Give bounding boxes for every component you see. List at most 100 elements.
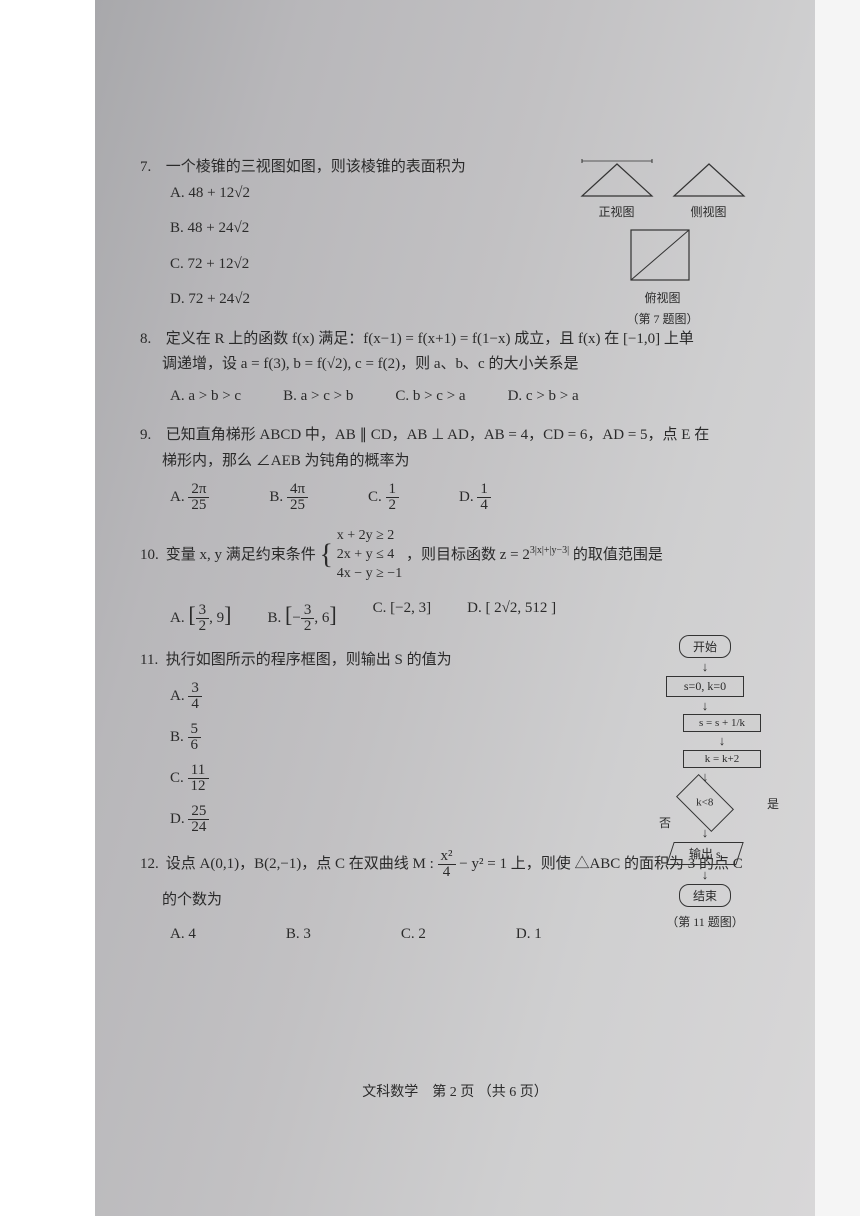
q11-stem: 执行如图所示的程序框图，则输出 S 的值为	[166, 652, 452, 668]
q11-d-n: 25	[188, 804, 209, 820]
q9-a-label: A.	[170, 489, 185, 505]
q11-d-label: D.	[170, 811, 185, 827]
q12-option-a: A. 4	[170, 922, 196, 948]
q11-number: 11.	[140, 648, 162, 674]
arrow-down-icon: ↓	[635, 869, 775, 881]
q8-option-a: A. a > b > c	[170, 384, 241, 410]
q8-stem2: 调递增，设 a = f(3), b = f(√2), c = f(2)，则 a、…	[140, 352, 775, 378]
q9-option-d: D. 14	[459, 482, 491, 513]
q10-option-d: D. [ 2√2, 512 ]	[467, 596, 556, 634]
q10-sys1: x + 2y ≥ 2	[337, 528, 395, 543]
q10-a-label: A.	[170, 610, 185, 626]
flow-cond-text: k<8	[696, 797, 713, 809]
q10-sys3: 4x − y ≥ −1	[337, 566, 402, 581]
flow-end: 结束	[679, 884, 731, 907]
q9-option-b: B. 4π25	[269, 482, 308, 513]
q9-b-label: B.	[269, 489, 283, 505]
q10-option-b: B. [−32, 6]	[268, 596, 337, 634]
q10-a-ld: 2	[196, 619, 210, 634]
q10-b-label: B.	[268, 610, 282, 626]
q8-option-b: B. a > c > b	[283, 384, 353, 410]
flow-output: 输出 s	[666, 842, 743, 865]
flow-start: 开始	[679, 635, 731, 658]
question-10: 10. 变量 x, y 满足约束条件 { x + 2y ≥ 2 2x + y ≤…	[140, 527, 775, 634]
q10-b-ln: 3	[301, 603, 315, 619]
arrow-down-icon: ↓	[683, 735, 761, 747]
q10-system: x + 2y ≥ 2 2x + y ≤ 4 4x − y ≥ −1	[337, 527, 402, 584]
q9-c-num: 1	[386, 482, 400, 498]
q9-number: 9.	[140, 423, 162, 449]
q9-d-label: D.	[459, 489, 474, 505]
q8-stem1: 定义在 R 上的函数 f(x) 满足：f(x−1) = f(x+1) = f(1…	[166, 331, 694, 347]
flow-init: s=0, k=0	[666, 676, 744, 697]
page-footer: 文科数学 第 2 页 （共 6 页）	[95, 1081, 815, 1101]
flow-update: s = s + 1/k	[683, 714, 761, 732]
arrow-down-icon: ↓	[635, 700, 775, 712]
q9-option-a: A. 2π25	[170, 482, 209, 513]
q11-a-d: 4	[188, 697, 202, 712]
q9-option-c: C. 12	[368, 482, 399, 513]
q7-figure-caption: （第 7 题图）	[565, 310, 760, 327]
flow-out-text: 输出 s	[689, 845, 721, 862]
q9-c-label: C.	[368, 489, 382, 505]
q10-exponent: 3|x|+|y−3|	[530, 545, 569, 556]
top-view-label: 俯视图	[565, 289, 760, 306]
flow-step: k = k+2	[683, 750, 761, 768]
triangle-front-icon	[578, 158, 656, 200]
q10-stem-pre: 变量 x, y 满足约束条件	[166, 547, 316, 563]
q11-b-n: 5	[188, 722, 202, 738]
q10-number: 10.	[140, 543, 162, 569]
brace-icon: {	[320, 540, 333, 571]
q11-b-label: B.	[170, 729, 184, 745]
q10-stem-post: ，则目标函数 z = 2	[406, 547, 530, 563]
q9-stem1: 已知直角梯形 ABCD 中，AB ∥ CD，AB ⊥ AD，AB = 4，CD …	[166, 427, 709, 443]
q9-b-den: 25	[287, 498, 308, 513]
q12-option-c: C. 2	[401, 922, 426, 948]
arrow-down-icon: ↓	[635, 827, 775, 839]
side-view-label: 侧视图	[670, 203, 748, 220]
q10-b-ld: 2	[301, 619, 315, 634]
q10-a-ln: 3	[196, 603, 210, 619]
q10-option-a: A. [32, 9]	[170, 596, 232, 634]
exam-page: 正视图 侧视图 俯视图 （第 7 题图） 7. 一个棱锥的三视图如图，则该棱锥的…	[95, 0, 815, 1216]
q11-a-n: 3	[188, 681, 202, 697]
q11-figure-caption: （第 11 题图）	[635, 913, 775, 930]
flow-no-label: 否	[659, 814, 671, 831]
q10-sys2: 2x + y ≤ 4	[337, 547, 395, 562]
q7-number: 7.	[140, 155, 162, 181]
triangle-side-icon	[670, 158, 748, 200]
q12-option-b: B. 3	[286, 922, 311, 948]
q12-option-d: D. 1	[516, 922, 542, 948]
q8-option-c: C. b > c > a	[395, 384, 465, 410]
flow-yes-label: 是	[767, 795, 779, 812]
q11-b-d: 6	[188, 738, 202, 753]
q12-number: 12.	[140, 852, 162, 878]
square-top-icon	[623, 224, 703, 286]
q9-d-den: 4	[477, 498, 491, 513]
question-9: 9. 已知直角梯形 ABCD 中，AB ∥ CD，AB ⊥ AD，AB = 4，…	[140, 423, 775, 513]
q8-option-d: D. c > b > a	[508, 384, 579, 410]
q7-figure: 正视图 侧视图 俯视图 （第 7 题图）	[565, 158, 760, 327]
q11-c-d: 12	[188, 779, 209, 794]
q9-d-num: 1	[477, 482, 491, 498]
q12-frac-n: x²	[438, 849, 456, 865]
front-view-label: 正视图	[578, 203, 656, 220]
q11-c-label: C.	[170, 770, 184, 786]
q10-stem-post2: 的取值范围是	[569, 547, 663, 563]
q12-frac-d: 4	[438, 865, 456, 880]
q9-a-num: 2π	[188, 482, 209, 498]
q9-c-den: 2	[386, 498, 400, 513]
q7-stem: 一个棱锥的三视图如图，则该棱锥的表面积为	[166, 159, 466, 175]
q9-a-den: 25	[188, 498, 209, 513]
q8-number: 8.	[140, 327, 162, 353]
q11-flowchart: 开始 ↓ s=0, k=0 ↓ s = s + 1/k ↓ k = k+2 ↓ …	[635, 632, 775, 930]
question-8: 8. 定义在 R 上的函数 f(x) 满足：f(x−1) = f(x+1) = …	[140, 327, 775, 410]
q10-option-c: C. [−2, 3]	[373, 596, 431, 634]
q12-stem-pre: 设点 A(0,1)，B(2,−1)，点 C 在双曲线 M :	[166, 856, 438, 872]
q9-b-num: 4π	[287, 482, 308, 498]
q11-c-n: 11	[188, 763, 209, 779]
scan-margin	[0, 0, 95, 1216]
arrow-down-icon: ↓	[635, 661, 775, 673]
q9-stem2: 梯形内，那么 ∠AEB 为钝角的概率为	[140, 449, 775, 475]
q11-d-d: 24	[188, 820, 209, 835]
